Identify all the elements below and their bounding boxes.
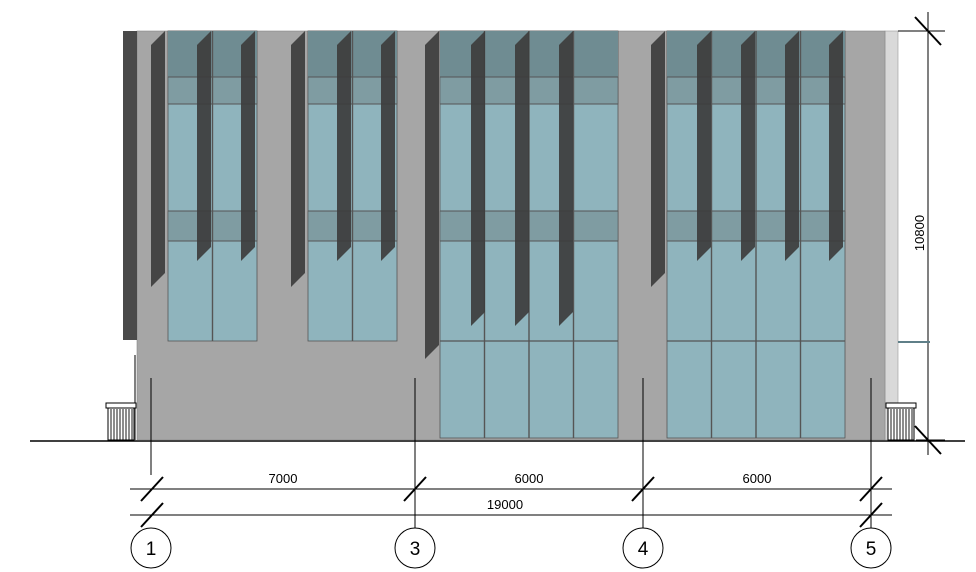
sunshade-fin-2 [197, 31, 211, 261]
span-label-4-5: 6000 [743, 471, 772, 486]
sunshade-fin-15 [829, 31, 843, 261]
sunshade-fin-12 [697, 31, 711, 261]
axis-bubble-1: 1 [130, 527, 172, 569]
axis-bubble-5: 5 [850, 527, 892, 569]
overall-tick-1 [140, 502, 164, 528]
span-tick-5 [859, 476, 883, 502]
window-bay-4 [666, 30, 846, 439]
sunshade-fin-8 [471, 31, 485, 326]
side-wall-left [123, 31, 137, 340]
sunshade-fin-5 [337, 31, 351, 261]
overall-width-label: 19000 [487, 497, 523, 512]
sunshade-fins [151, 31, 843, 359]
facade-gridline-marks [150, 378, 872, 530]
bin-right [885, 402, 917, 441]
sunshade-fin-4 [291, 31, 305, 287]
height-dim-tick-bottom [914, 425, 942, 455]
sunshade-fin-7 [425, 31, 439, 359]
span-dimension-chain [130, 476, 892, 528]
height-dim-tick-top [914, 16, 942, 46]
axis-label-3: 3 [410, 539, 421, 560]
overall-tick-5 [859, 502, 883, 528]
span-tick-3 [403, 476, 427, 502]
sunshade-fin-10 [559, 31, 573, 326]
sunshade-fin-3 [241, 31, 255, 261]
height-dimension-label: 10800 [912, 215, 927, 251]
height-dimension [898, 12, 945, 455]
side-wall-right [884, 30, 899, 441]
sunshade-fin-14 [785, 31, 799, 261]
span-label-3-4: 6000 [515, 471, 544, 486]
span-label-1-3: 7000 [269, 471, 298, 486]
axis-bubble-3: 3 [394, 527, 436, 569]
sunshade-fin-13 [741, 31, 755, 261]
axis-label-4: 4 [638, 539, 649, 560]
sunshade-fin-1 [151, 31, 165, 287]
axis-label-5: 5 [866, 539, 877, 560]
axis-bubble-4: 4 [622, 527, 664, 569]
sunshade-fin-6 [381, 31, 395, 261]
span-tick-4 [631, 476, 655, 502]
axis-label-1: 1 [146, 539, 157, 560]
bin-left [105, 402, 137, 441]
sunshade-fin-9 [515, 31, 529, 326]
span-tick-1 [140, 476, 164, 502]
sunshade-fin-11 [651, 31, 665, 287]
